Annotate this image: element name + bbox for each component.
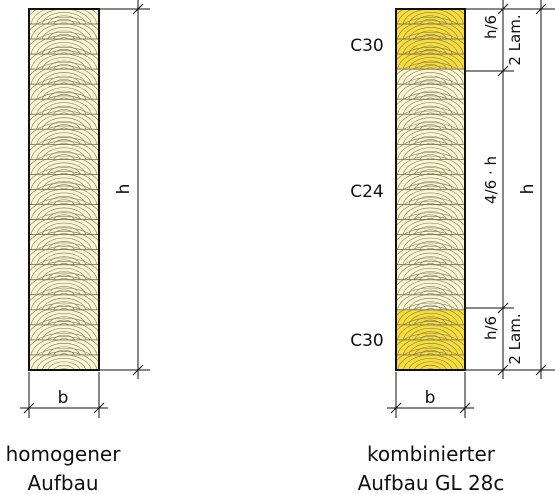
lamella — [29, 152, 99, 177]
zone-dimensions-right — [466, 0, 555, 379]
lamella — [396, 257, 465, 282]
width-dimension-left — [20, 372, 108, 418]
lamella — [396, 92, 465, 117]
lamella — [29, 9, 99, 27]
combined-beam-section — [395, 8, 466, 371]
beam-outline-left — [28, 8, 100, 371]
lamella — [29, 47, 99, 72]
width-label-left: b — [58, 388, 69, 408]
beam-outline-right — [395, 8, 466, 371]
width-label-right: b — [425, 388, 436, 408]
lamella — [396, 347, 465, 370]
lamella — [396, 167, 465, 192]
height-label-right: h — [518, 184, 538, 195]
top-zone-ratio-label: h/6 — [482, 15, 500, 39]
lamella — [396, 137, 465, 162]
grade-label-middle: C24 — [350, 182, 384, 202]
lamella — [396, 9, 465, 27]
caption-left-line1: homogener — [6, 442, 122, 466]
grade-label-top: C30 — [350, 36, 384, 56]
width-dimension-right — [387, 372, 474, 418]
caption-left-line2: Aufbau — [27, 471, 98, 494]
caption-right-line2: Aufbau GL 28c — [358, 471, 505, 494]
caption-right-line1: kombinierter — [367, 442, 496, 466]
height-label-left: h — [114, 184, 134, 195]
top-zone-lamella-label: 2 Lam. — [506, 14, 524, 65]
middle-zone-label: 4/6 · h — [482, 156, 500, 204]
bottom-zone-lamella-label: 2 Lam. — [506, 313, 524, 364]
lamellas-right — [396, 9, 465, 370]
lamellas-left — [29, 9, 99, 370]
lamella — [396, 152, 465, 177]
grade-label-bottom: C30 — [350, 331, 384, 351]
height-dimension-left — [100, 0, 150, 379]
homogeneous-beam-section — [28, 8, 100, 371]
bottom-zone-ratio-label: h/6 — [482, 316, 500, 340]
